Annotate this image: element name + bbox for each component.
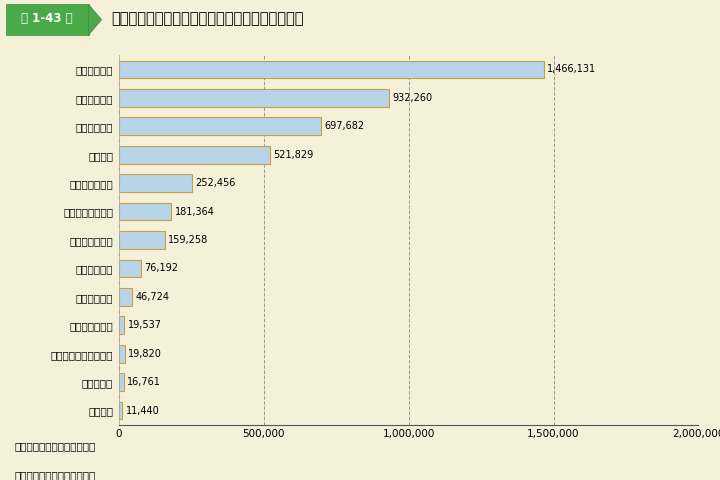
Text: 交通違反取締り（告知・送致）件数（令和４年）: 交通違反取締り（告知・送致）件数（令和４年） [112, 12, 304, 26]
Text: 932,260: 932,260 [392, 93, 433, 103]
Bar [119, 260, 141, 277]
Text: 697,682: 697,682 [325, 121, 364, 131]
Text: ２　高速道路分を含む。: ２ 高速道路分を含む。 [14, 470, 96, 480]
Text: 第 1-43 図: 第 1-43 図 [22, 12, 73, 25]
Text: 16,761: 16,761 [127, 377, 161, 387]
Bar [119, 345, 125, 362]
Text: 252,456: 252,456 [195, 178, 236, 188]
Bar [119, 203, 171, 220]
Text: 521,829: 521,829 [274, 150, 314, 160]
FancyBboxPatch shape [6, 4, 89, 35]
Text: 46,724: 46,724 [136, 292, 170, 302]
Text: 159,258: 159,258 [168, 235, 209, 245]
Bar [119, 146, 270, 164]
Text: 19,537: 19,537 [128, 320, 162, 330]
Bar [119, 60, 544, 78]
Bar [119, 231, 165, 249]
Text: 11,440: 11,440 [125, 406, 159, 416]
Bar [119, 89, 389, 107]
Polygon shape [89, 4, 102, 35]
Bar [119, 118, 321, 135]
Text: 注　１　警察庁資料による。: 注 １ 警察庁資料による。 [14, 442, 96, 452]
Text: 76,192: 76,192 [144, 264, 179, 274]
Bar [119, 288, 132, 306]
Text: 1,466,131: 1,466,131 [547, 64, 596, 74]
Bar [119, 316, 125, 334]
Bar [119, 174, 192, 192]
Text: 19,820: 19,820 [128, 349, 162, 359]
Bar [119, 373, 124, 391]
Bar [119, 402, 122, 420]
Text: 181,364: 181,364 [175, 206, 215, 216]
